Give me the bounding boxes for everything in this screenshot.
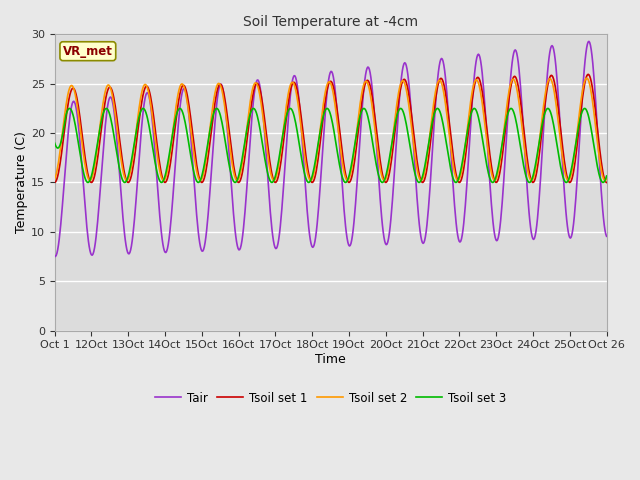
- Tsoil set 1: [203, 164, 211, 170]
- Tsoil set 2: [61, 112, 68, 118]
- Tsoil set 2: [118, 164, 126, 169]
- Tsoil set 3: [173, 108, 181, 114]
- Tair: [399, 68, 406, 73]
- Tsoil set 2: [174, 91, 182, 96]
- Tair: [415, 213, 422, 219]
- Tair: [61, 164, 69, 169]
- Tsoil set 3: [399, 109, 407, 115]
- Tsoil set 3: [61, 120, 68, 126]
- Tsoil set 3: [51, 140, 58, 146]
- Tsoil set 3: [415, 180, 423, 185]
- Line: Tsoil set 1: Tsoil set 1: [54, 74, 607, 182]
- Y-axis label: Temperature (C): Temperature (C): [15, 132, 28, 233]
- Tair: [585, 38, 593, 44]
- Tsoil set 1: [414, 163, 422, 168]
- Tsoil set 2: [603, 176, 611, 182]
- Line: Tair: Tair: [54, 41, 607, 256]
- Tsoil set 2: [86, 178, 94, 183]
- Tsoil set 3: [603, 173, 611, 179]
- Tsoil set 3: [118, 174, 125, 180]
- Tair: [118, 206, 126, 212]
- Tsoil set 2: [399, 78, 406, 84]
- Tair: [603, 233, 611, 239]
- Tsoil set 1: [398, 82, 406, 87]
- Legend: Tair, Tsoil set 1, Tsoil set 2, Tsoil set 3: Tair, Tsoil set 1, Tsoil set 2, Tsoil se…: [150, 387, 511, 409]
- Tsoil set 1: [584, 72, 592, 77]
- Text: VR_met: VR_met: [63, 45, 113, 58]
- Tsoil set 1: [61, 126, 68, 132]
- Tsoil set 1: [603, 180, 611, 185]
- Tsoil set 3: [203, 148, 211, 154]
- Tair: [51, 253, 58, 259]
- Tsoil set 2: [583, 75, 591, 81]
- Title: Soil Temperature at -4cm: Soil Temperature at -4cm: [243, 15, 418, 29]
- Tsoil set 2: [204, 146, 211, 152]
- Tsoil set 1: [118, 151, 125, 156]
- Tsoil set 2: [415, 173, 422, 179]
- Tsoil set 1: [51, 180, 58, 185]
- Tair: [52, 253, 60, 259]
- Line: Tsoil set 3: Tsoil set 3: [54, 108, 607, 182]
- Tsoil set 1: [173, 106, 181, 111]
- X-axis label: Time: Time: [316, 353, 346, 366]
- Line: Tsoil set 2: Tsoil set 2: [54, 78, 607, 180]
- Tair: [204, 220, 211, 226]
- Tsoil set 3: [268, 180, 276, 185]
- Tsoil set 3: [287, 106, 294, 111]
- Tsoil set 2: [51, 176, 58, 182]
- Tair: [174, 123, 182, 129]
